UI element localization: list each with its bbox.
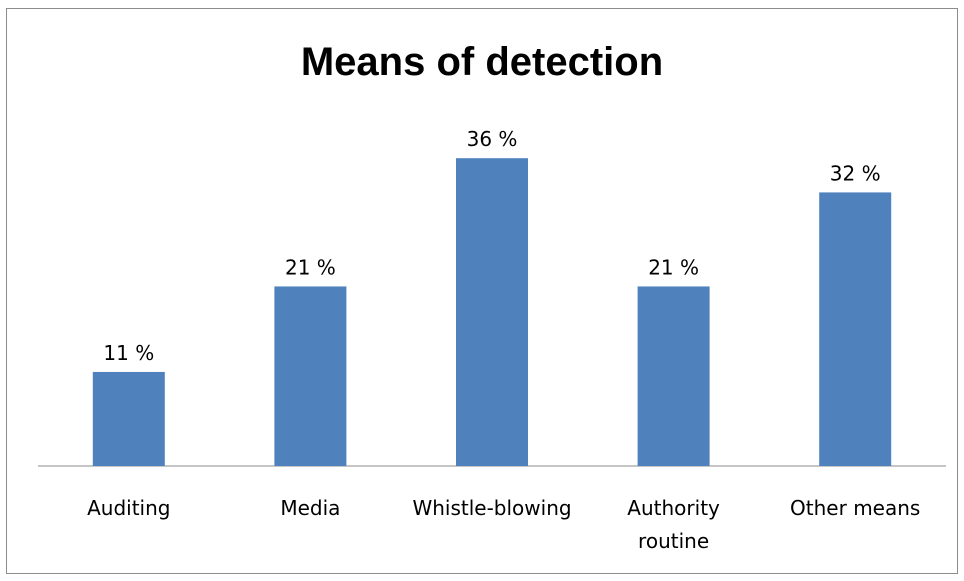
x-tick-label: Other means bbox=[790, 496, 920, 520]
x-tick-label-line: Auditing bbox=[87, 496, 170, 520]
x-tick-label: Media bbox=[280, 496, 340, 520]
bar-whistle-blowing bbox=[456, 158, 528, 466]
x-tick-label-line: Whistle-blowing bbox=[412, 496, 571, 520]
data-label: 21 % bbox=[285, 255, 336, 279]
x-tick-label-line: Other means bbox=[790, 496, 920, 520]
bar-other-means bbox=[819, 192, 892, 466]
x-tick-label-line: Media bbox=[280, 496, 340, 520]
x-tick-label-line: Authority bbox=[627, 496, 720, 520]
data-label: 32 % bbox=[830, 161, 881, 185]
bar-auditing bbox=[92, 371, 165, 466]
bar-authority-routine bbox=[637, 286, 710, 466]
data-label: 21 % bbox=[648, 255, 699, 279]
data-label: 11 % bbox=[103, 341, 154, 365]
bar-media bbox=[274, 286, 347, 466]
x-tick-label: Whistle-blowing bbox=[412, 496, 571, 520]
chart-title: Means of detection bbox=[300, 40, 664, 84]
x-tick-label: Authority routine bbox=[627, 496, 720, 553]
data-label: 36 % bbox=[467, 127, 518, 151]
x-tick-label: Auditing bbox=[87, 496, 170, 520]
x-tick-label-line: routine bbox=[638, 529, 709, 553]
